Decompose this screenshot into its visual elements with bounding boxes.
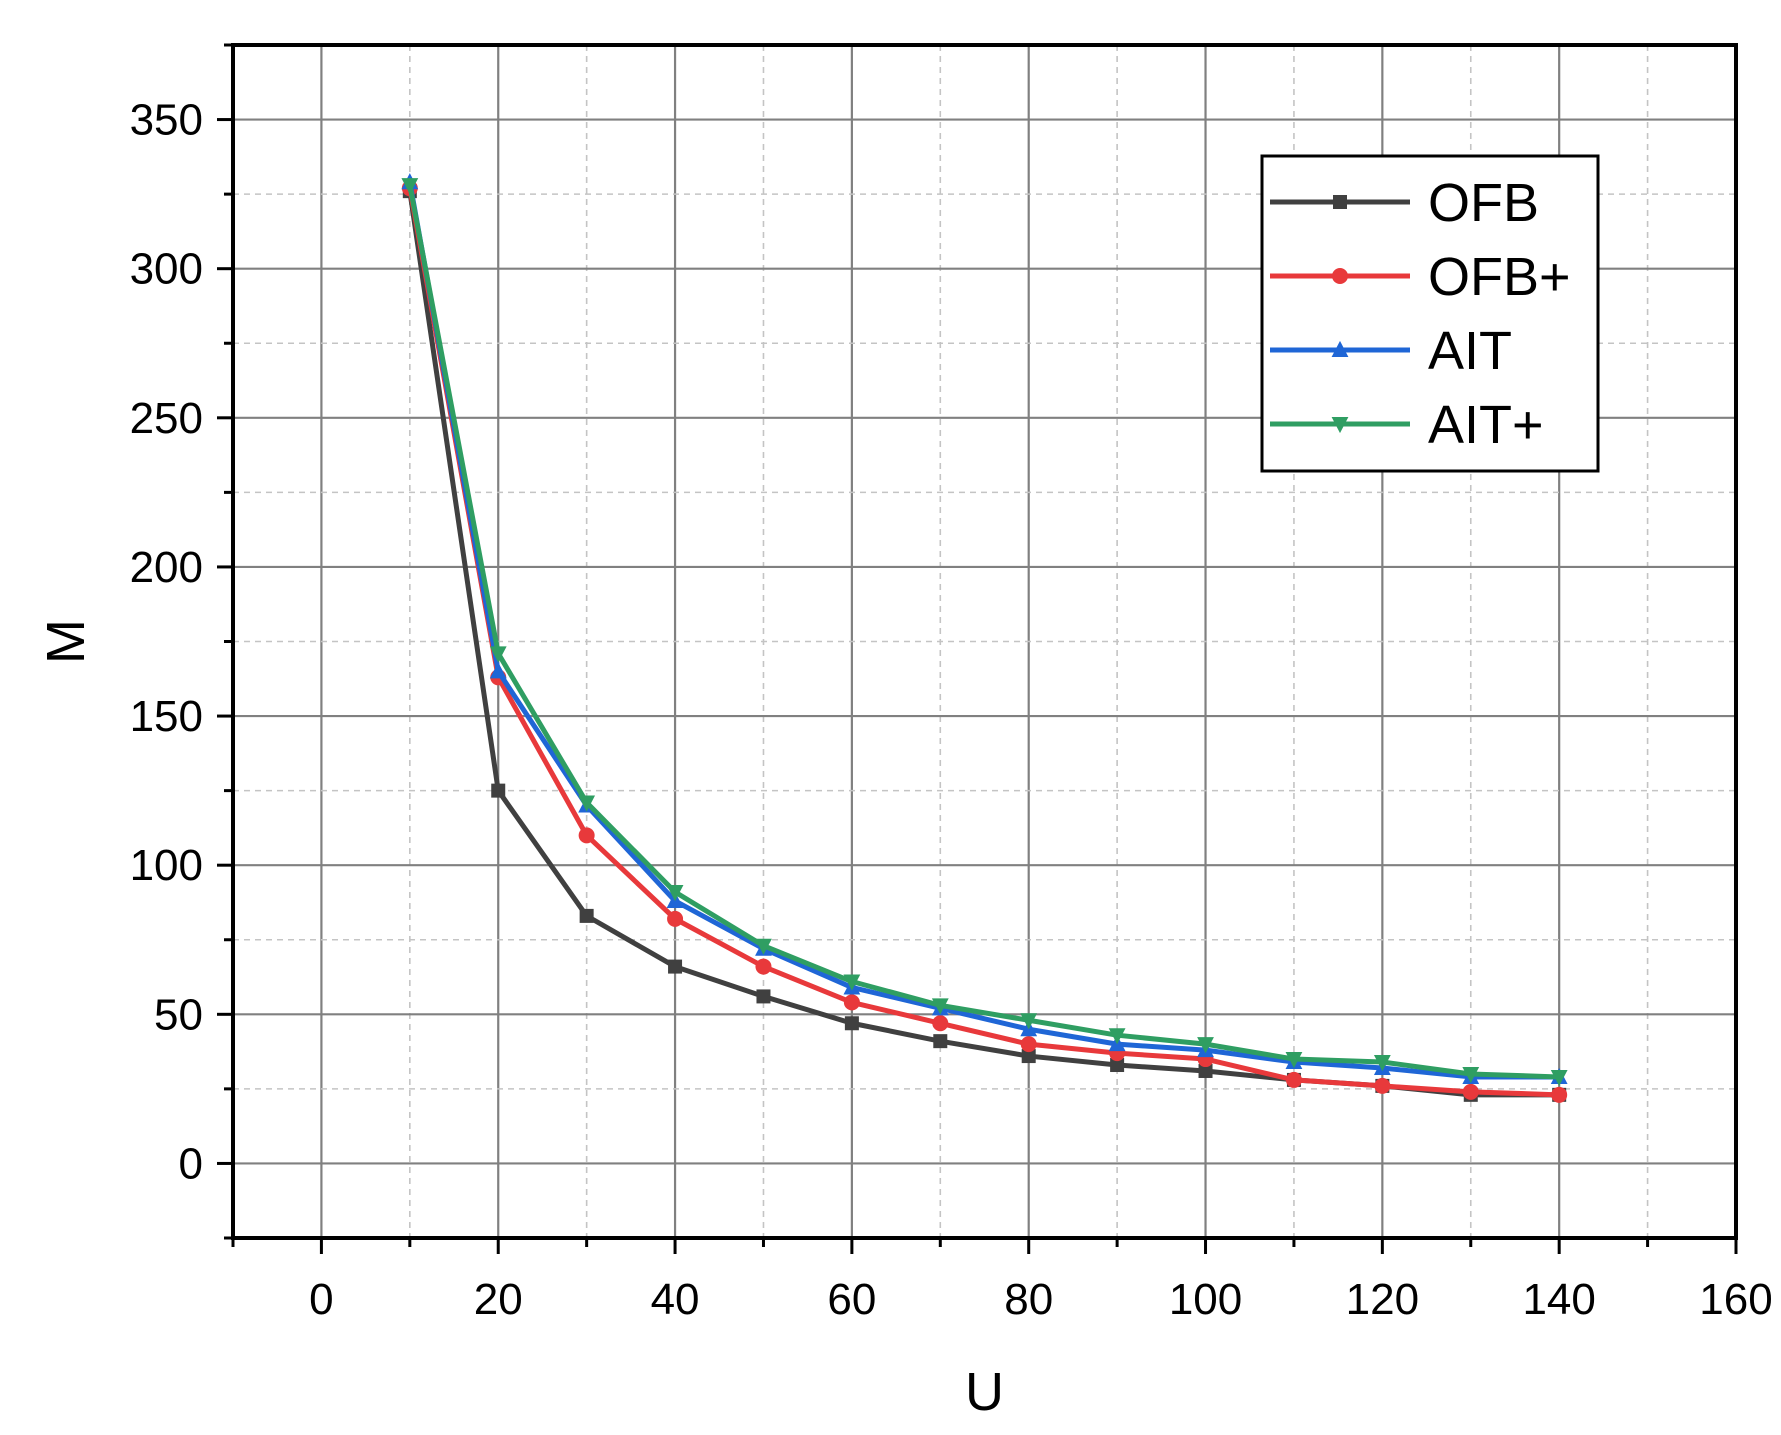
x-tick-label: 140 (1522, 1275, 1595, 1324)
legend-box (1260, 154, 1600, 473)
legend-entry: OFB (1270, 173, 1539, 233)
data-point-marker (755, 938, 772, 955)
data-point-marker (666, 885, 684, 902)
data-point-marker (1550, 1069, 1568, 1087)
data-point-marker (755, 958, 772, 975)
data-point-marker (668, 959, 683, 974)
data-point-marker (1333, 195, 1347, 209)
y-tick-label: 300 (130, 245, 203, 294)
data-point-marker (1331, 417, 1349, 434)
data-point-marker (1198, 1063, 1213, 1078)
legend: OFB OFB+ AIT AIT+ (1260, 154, 1600, 473)
data-point-marker (667, 910, 684, 927)
x-tick-label: 40 (651, 1275, 700, 1324)
x-tick-label: 160 (1699, 1275, 1772, 1324)
data-point-marker (1021, 1049, 1036, 1064)
legend-label: AIT (1428, 321, 1512, 381)
x-tick-label: 80 (1004, 1275, 1053, 1324)
data-point-marker (491, 783, 506, 798)
data-point-marker (1462, 1083, 1479, 1100)
series-ait-plus (401, 178, 1568, 1087)
data-point-marker (1462, 1066, 1480, 1084)
y-tick-label: 200 (130, 543, 203, 592)
data-point-marker (1374, 1077, 1391, 1094)
legend-label: OFB (1428, 173, 1539, 233)
legend-entry: AIT (1270, 321, 1512, 381)
y-tick-label: 350 (130, 96, 203, 145)
data-point-marker (489, 646, 507, 663)
data-point-marker (578, 827, 595, 844)
x-tick-label: 120 (1346, 1275, 1419, 1324)
data-point-marker (933, 1034, 948, 1049)
y-tick-label: 0 (179, 1139, 203, 1188)
series-line (407, 184, 1560, 1080)
data-point-marker (1331, 340, 1349, 357)
data-point-marker (1373, 1055, 1391, 1072)
data-point-marker (756, 989, 771, 1004)
x-tick-label: 0 (309, 1275, 333, 1324)
data-point-marker (579, 908, 594, 923)
y-axis-title: M (36, 619, 96, 664)
data-point-marker (1197, 1037, 1214, 1054)
series-layer (401, 173, 1568, 1103)
data-point-marker (1110, 1058, 1125, 1073)
y-tick-label: 50 (154, 990, 203, 1039)
y-tick-label: 100 (130, 841, 203, 890)
y-tick-label: 250 (130, 394, 203, 443)
legend-entry: OFB+ (1270, 247, 1571, 307)
x-tick-label: 20 (474, 1275, 523, 1324)
data-point-marker (578, 795, 596, 812)
data-point-marker (1020, 1036, 1037, 1053)
y-tick-label: 150 (130, 692, 203, 741)
data-point-marker (932, 1015, 949, 1032)
series-line (407, 181, 1560, 1080)
x-axis-title: U (965, 1362, 1004, 1422)
legend-label: AIT+ (1428, 395, 1544, 455)
data-point-marker (1551, 1086, 1568, 1103)
data-point-marker (401, 178, 419, 195)
axes-layer: 0 20 40 60 80 100 120 140 160 0 50 100 150 200 250 300 3… (130, 43, 1773, 1324)
data-point-marker (843, 994, 860, 1011)
data-point-marker (1285, 1052, 1303, 1069)
x-tick-label: 60 (827, 1275, 876, 1324)
data-point-marker (843, 974, 861, 991)
data-point-marker (1020, 1013, 1038, 1030)
series-line (407, 187, 1560, 1098)
data-point-marker (489, 662, 507, 679)
data-point-marker (1108, 1028, 1126, 1045)
data-point-marker (844, 1016, 859, 1031)
data-point-marker (1285, 1071, 1302, 1088)
legend-label: OFB+ (1428, 247, 1571, 307)
x-tick-label: 100 (1169, 1275, 1242, 1324)
data-point-marker (931, 998, 949, 1015)
data-point-marker (1332, 268, 1348, 284)
legend-entry: AIT+ (1270, 395, 1544, 455)
